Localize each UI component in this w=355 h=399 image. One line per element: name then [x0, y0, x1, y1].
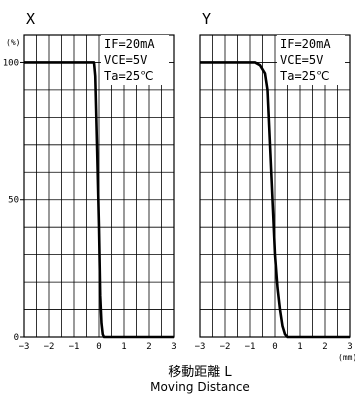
condition-annotation: IF=20mA	[280, 37, 331, 51]
x-tick-label: 2	[146, 342, 151, 352]
x-axis-label-jp: 移動距離 L	[168, 365, 232, 380]
chart-title: Y	[202, 10, 211, 28]
chart-panel-y: Y −3 −2 −1 0 1 2 3 IF=20mA VCE=5V Ta=25℃	[195, 10, 353, 352]
conditions-box	[101, 35, 169, 85]
y-tick-label: 0	[14, 333, 19, 343]
condition-annotation: VCE=5V	[104, 53, 147, 67]
x-tick-label: −3	[195, 342, 206, 352]
conditions-box	[277, 35, 345, 85]
series-line	[24, 61, 174, 339]
x-tick-label: −1	[69, 342, 80, 352]
x-tick-label: −3	[19, 342, 30, 352]
x-tick-label: 0	[272, 342, 277, 352]
chart-title: X	[26, 10, 35, 28]
x-tick-label: −2	[44, 342, 55, 352]
chart-panel-x: X −3 −2 −1 0 1 2 3 0 50 100 IF=20mA VCE=5V Ta=25℃	[3, 10, 177, 352]
x-tick-label: 3	[347, 342, 352, 352]
x-unit-label: (mm)	[338, 353, 355, 362]
series-line	[200, 61, 350, 339]
y-tick-label: 100	[3, 58, 19, 68]
x-tick-label: 1	[297, 342, 302, 352]
x-tick-label: −2	[220, 342, 231, 352]
condition-annotation: Ta=25℃	[280, 69, 330, 83]
x-tick-label: 3	[171, 342, 176, 352]
condition-annotation: Ta=25℃	[104, 69, 154, 83]
plot-frame	[23, 34, 175, 338]
y-unit-label: (%)	[6, 38, 20, 47]
plot-frame	[199, 34, 351, 338]
x-axis-label-en: Moving Distance	[150, 380, 250, 394]
x-tick-label: 2	[322, 342, 327, 352]
x-tick-label: 1	[121, 342, 126, 352]
y-tick-label: 50	[8, 196, 19, 206]
condition-annotation: VCE=5V	[280, 53, 323, 67]
condition-annotation: IF=20mA	[104, 37, 155, 51]
x-tick-label: −1	[245, 342, 256, 352]
x-tick-label: 0	[96, 342, 101, 352]
